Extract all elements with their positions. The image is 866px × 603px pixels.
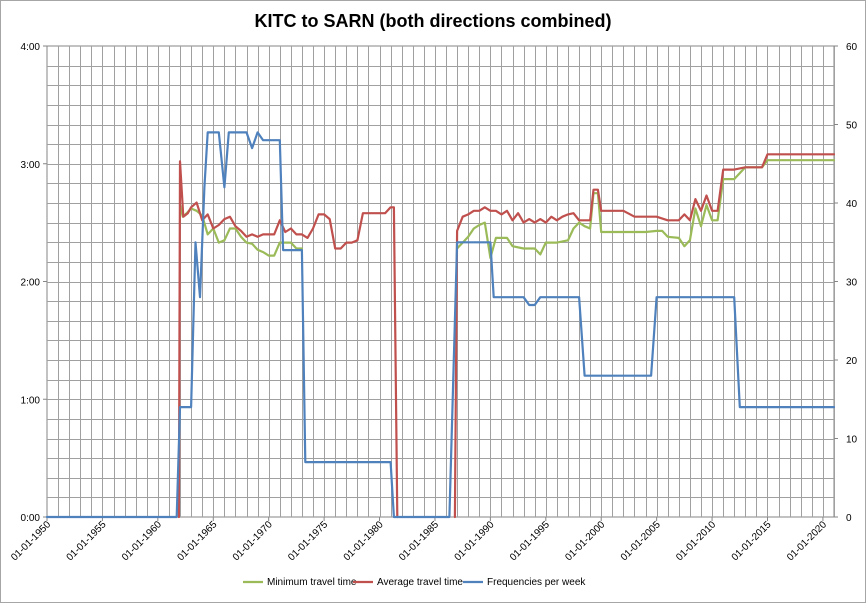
chart-title: KITC to SARN (both directions combined) <box>255 11 612 31</box>
right-axis-tick-label: 0 <box>846 513 852 524</box>
legend-label-average-travel-time: Average travel time <box>377 577 463 588</box>
x-axis-tick-label: 01-01-1960 <box>120 519 164 563</box>
grid-layer <box>46 45 835 518</box>
plot-area-border <box>46 45 835 518</box>
left-axis-tick-label: 4:00 <box>21 42 41 53</box>
x-axis-tick-label: 01-01-1990 <box>453 519 497 563</box>
legend-label-minimum-travel-time: Minimum travel time <box>267 577 357 588</box>
legend-label-frequencies-per-week: Frequencies per week <box>487 577 586 588</box>
x-axis-tick-label: 01-01-1965 <box>175 519 219 563</box>
right-axis-tick-label: 60 <box>846 42 858 53</box>
x-axis-tick-label: 01-01-1970 <box>231 519 275 563</box>
x-axis-tick-label: 01-01-1950 <box>9 519 53 563</box>
right-axis-tick-label: 20 <box>846 356 858 367</box>
right-axis-tick-label: 40 <box>846 199 858 210</box>
left-axis-tick-label: 3:00 <box>21 160 41 171</box>
right-axis-tick-label: 10 <box>846 435 858 446</box>
x-axis-tick-label: 01-01-2010 <box>674 519 718 563</box>
x-axis-tick-label: 01-01-1975 <box>286 519 330 563</box>
series-layer <box>45 131 836 519</box>
left-axis-tick-label: 1:00 <box>21 395 41 406</box>
right-axis-tick-label: 50 <box>846 121 858 132</box>
x-axis-tick-label: 01-01-1985 <box>397 519 441 563</box>
series-line-frequencies-per-week <box>45 131 836 519</box>
series-line-average-travel-time <box>453 153 836 519</box>
legend: Minimum travel time Average travel time Fr… <box>243 577 586 588</box>
series-line-average-travel-time <box>177 160 399 519</box>
series-line-minimum-travel-time <box>178 203 303 257</box>
left-axis-tick-label: 0:00 <box>21 513 41 524</box>
left-axis-tick-label: 2:00 <box>21 278 41 289</box>
x-axis-tick-label: 01-01-2000 <box>563 519 607 563</box>
x-axis-tick-label: 01-01-1955 <box>65 519 109 563</box>
x-axis-tick-label: 01-01-1995 <box>508 519 552 563</box>
x-axis-tick-label: 01-01-1980 <box>342 519 386 563</box>
x-axis-tick-label: 01-01-2020 <box>785 519 829 563</box>
x-axis-tick-label: 01-01-2005 <box>619 519 663 563</box>
right-axis-tick-label: 30 <box>846 278 858 289</box>
x-axis-tick-label: 01-01-2015 <box>730 519 774 563</box>
